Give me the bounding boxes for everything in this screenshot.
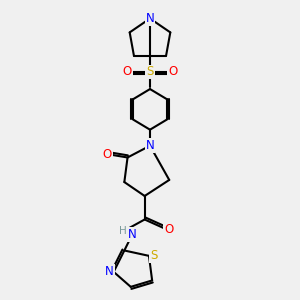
Text: O: O [168,65,178,79]
Text: N: N [146,139,154,152]
Text: N: N [146,12,154,25]
Text: O: O [122,65,132,79]
Text: H: H [119,226,127,236]
Text: O: O [164,223,173,236]
Text: S: S [146,65,154,79]
Text: N: N [105,266,114,278]
Text: S: S [150,249,157,262]
Text: O: O [103,148,112,161]
Text: N: N [128,228,136,241]
